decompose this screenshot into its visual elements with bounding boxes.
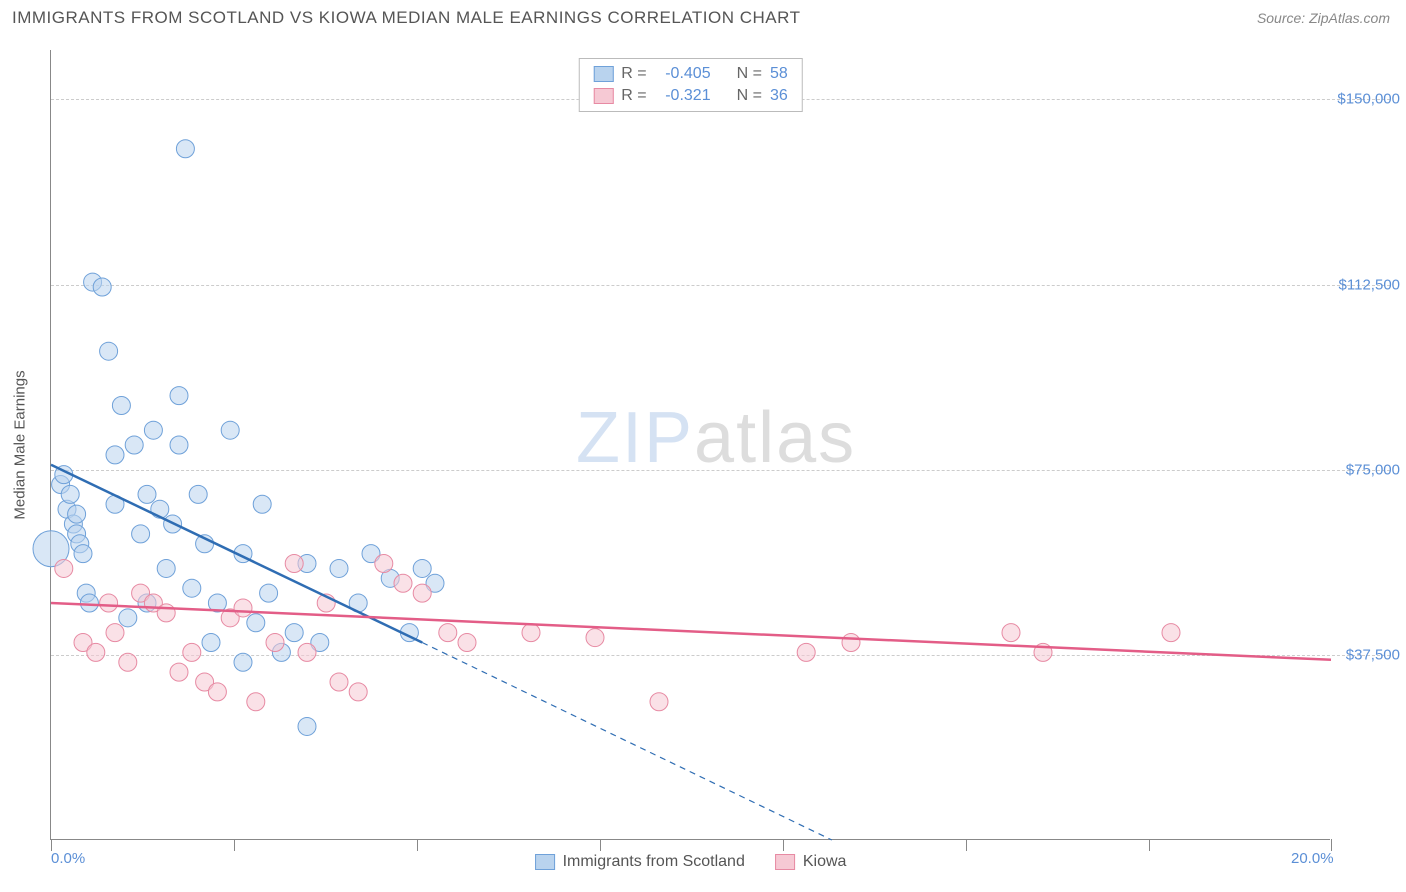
data-point bbox=[234, 653, 252, 671]
data-point bbox=[176, 140, 194, 158]
data-point bbox=[119, 653, 137, 671]
data-point bbox=[298, 717, 316, 735]
data-point bbox=[413, 584, 431, 602]
legend-row: R = -0.405 N = 58 bbox=[593, 63, 787, 85]
data-point bbox=[586, 629, 604, 647]
data-point bbox=[100, 594, 118, 612]
data-point bbox=[458, 634, 476, 652]
data-point bbox=[138, 485, 156, 503]
legend-n-label: N = bbox=[737, 65, 762, 83]
data-point bbox=[285, 555, 303, 573]
data-point bbox=[439, 624, 457, 642]
x-tick bbox=[417, 839, 418, 851]
series-legend-label: Kiowa bbox=[803, 853, 847, 871]
x-tick-label: 0.0% bbox=[51, 850, 85, 867]
y-axis-label: Median Male Earnings bbox=[12, 370, 29, 519]
data-point bbox=[650, 693, 668, 711]
chart-title: IMMIGRANTS FROM SCOTLAND VS KIOWA MEDIAN… bbox=[12, 8, 801, 28]
x-tick bbox=[966, 839, 967, 851]
legend-r-label: R = bbox=[621, 87, 646, 105]
data-point bbox=[189, 485, 207, 503]
data-point bbox=[413, 559, 431, 577]
data-point bbox=[68, 505, 86, 523]
data-point bbox=[112, 397, 130, 415]
data-point bbox=[202, 634, 220, 652]
series-legend-item: Immigrants from Scotland bbox=[535, 853, 745, 871]
data-point bbox=[1162, 624, 1180, 642]
data-point bbox=[144, 421, 162, 439]
data-point bbox=[234, 599, 252, 617]
data-point bbox=[1002, 624, 1020, 642]
data-point bbox=[221, 421, 239, 439]
data-point bbox=[93, 278, 111, 296]
data-point bbox=[797, 643, 815, 661]
data-point bbox=[247, 693, 265, 711]
x-tick-label: 20.0% bbox=[1291, 850, 1334, 867]
trend-line-extrapolated bbox=[422, 643, 832, 841]
legend-row: R = -0.321 N = 36 bbox=[593, 85, 787, 107]
legend-swatch bbox=[775, 854, 795, 870]
data-point bbox=[61, 485, 79, 503]
data-point bbox=[330, 673, 348, 691]
data-point bbox=[349, 683, 367, 701]
data-point bbox=[170, 436, 188, 454]
data-point bbox=[125, 436, 143, 454]
legend-r-value: -0.321 bbox=[655, 87, 711, 105]
data-point bbox=[394, 574, 412, 592]
data-point bbox=[170, 663, 188, 681]
x-tick bbox=[783, 839, 784, 851]
legend-swatch bbox=[593, 66, 613, 82]
data-point bbox=[247, 614, 265, 632]
data-point bbox=[170, 387, 188, 405]
data-point bbox=[74, 545, 92, 563]
series-legend-item: Kiowa bbox=[775, 853, 847, 871]
data-point bbox=[260, 584, 278, 602]
data-point bbox=[132, 525, 150, 543]
y-tick-label: $37,500 bbox=[1346, 646, 1400, 663]
legend-n-label: N = bbox=[737, 87, 762, 105]
chart-source: Source: ZipAtlas.com bbox=[1257, 10, 1390, 26]
x-tick bbox=[600, 839, 601, 851]
chart-container: Median Male Earnings $37,500$75,000$112,… bbox=[50, 50, 1390, 840]
legend-n-value: 36 bbox=[770, 87, 788, 105]
data-point bbox=[183, 579, 201, 597]
data-point bbox=[285, 624, 303, 642]
legend-r-label: R = bbox=[621, 65, 646, 83]
data-point bbox=[183, 643, 201, 661]
legend-swatch bbox=[593, 88, 613, 104]
y-tick-label: $75,000 bbox=[1346, 461, 1400, 478]
data-point bbox=[87, 643, 105, 661]
data-point bbox=[375, 555, 393, 573]
series-legend: Immigrants from Scotland Kiowa bbox=[535, 853, 847, 871]
data-point bbox=[298, 643, 316, 661]
x-tick bbox=[234, 839, 235, 851]
data-point bbox=[266, 634, 284, 652]
data-point bbox=[100, 342, 118, 360]
data-point bbox=[157, 604, 175, 622]
legend-r-value: -0.405 bbox=[655, 65, 711, 83]
data-point bbox=[80, 594, 98, 612]
y-tick-label: $112,500 bbox=[1339, 276, 1400, 293]
data-point bbox=[55, 559, 73, 577]
data-point bbox=[842, 634, 860, 652]
correlation-legend: R = -0.405 N = 58 R = -0.321 N = 36 bbox=[578, 58, 802, 112]
data-point bbox=[119, 609, 137, 627]
scatter-svg bbox=[51, 50, 1331, 840]
data-point bbox=[330, 559, 348, 577]
data-point bbox=[106, 624, 124, 642]
data-point bbox=[522, 624, 540, 642]
data-point bbox=[157, 559, 175, 577]
x-tick bbox=[1149, 839, 1150, 851]
legend-n-value: 58 bbox=[770, 65, 788, 83]
data-point bbox=[253, 495, 271, 513]
data-point bbox=[208, 683, 226, 701]
trend-line bbox=[51, 603, 1331, 660]
legend-swatch bbox=[535, 854, 555, 870]
series-legend-label: Immigrants from Scotland bbox=[563, 853, 745, 871]
plot-area: $37,500$75,000$112,500$150,0000.0%20.0% … bbox=[50, 50, 1330, 840]
header: IMMIGRANTS FROM SCOTLAND VS KIOWA MEDIAN… bbox=[0, 0, 1406, 32]
y-tick-label: $150,000 bbox=[1337, 91, 1400, 108]
data-point bbox=[106, 446, 124, 464]
